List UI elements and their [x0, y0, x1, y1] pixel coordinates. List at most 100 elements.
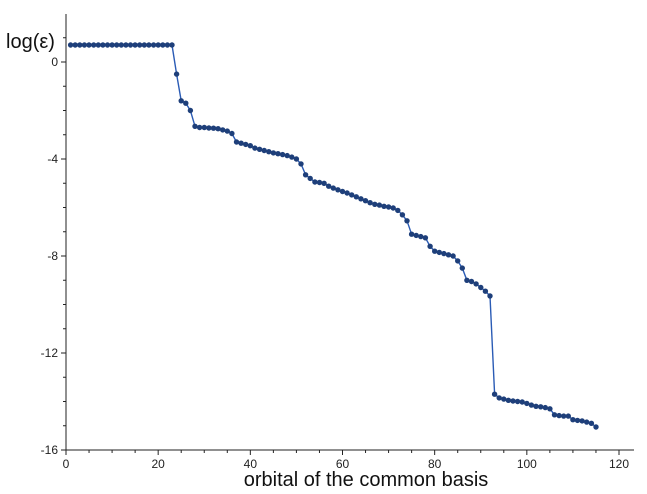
data-point: [261, 147, 267, 154]
data-point: [482, 288, 489, 294]
data-point: [468, 278, 475, 285]
x-ticks: 0 20 40 60 80 100 120: [63, 450, 629, 471]
data-point: [441, 250, 447, 257]
data-point: [293, 156, 300, 162]
data-point: [178, 98, 184, 104]
data-point: [358, 196, 364, 202]
data-point: [533, 403, 539, 409]
data-point: [86, 42, 92, 48]
data-point: [330, 185, 336, 191]
data-point: [81, 42, 88, 48]
data-point: [570, 417, 576, 423]
data-point: [123, 42, 129, 48]
data-point: [496, 395, 502, 401]
data-point: [362, 198, 369, 204]
data-point: [390, 205, 396, 211]
data-point: [243, 141, 249, 148]
y-tick-label: -12: [41, 346, 59, 360]
data-point: [473, 281, 479, 287]
y-tick-label: 0: [51, 55, 58, 69]
data-point: [256, 146, 263, 152]
plot-area: 0 20 40 60 80 100 120 0 -4 -8 -12 -16: [41, 14, 634, 471]
data-point: [279, 151, 286, 158]
x-tick-label: 80: [428, 457, 442, 471]
data-point: [252, 145, 258, 151]
data-point: [505, 397, 512, 403]
data-point: [335, 187, 341, 193]
data-point: [72, 42, 78, 48]
data-point: [312, 179, 318, 185]
x-tick-label: 120: [609, 457, 629, 471]
data-point: [196, 124, 203, 131]
data-point: [584, 419, 590, 425]
x-tick-label: 100: [517, 457, 537, 471]
data-point: [514, 398, 521, 405]
data-point: [210, 125, 217, 131]
x-tick-label: 20: [151, 457, 165, 471]
data-point: [588, 420, 595, 426]
y-axis-title: log(ε): [6, 31, 55, 53]
data-point: [298, 161, 304, 167]
data-point: [220, 127, 226, 133]
data-point: [183, 100, 189, 106]
data-point: [478, 284, 484, 291]
data-point: [418, 233, 424, 240]
data-point: [561, 413, 567, 419]
data-point: [445, 252, 452, 258]
data-point: [436, 249, 442, 256]
data-point: [579, 418, 585, 424]
data-point: [127, 42, 134, 48]
data-point: [455, 258, 461, 264]
data-point: [464, 277, 470, 283]
data-point: [574, 417, 581, 424]
data-point: [173, 71, 180, 77]
data-point: [164, 42, 171, 48]
data-point: [491, 391, 498, 397]
data-point: [422, 235, 429, 241]
y-tick-label: -8: [47, 249, 58, 263]
data-point: [146, 42, 152, 48]
data-point: [381, 203, 387, 209]
data-point: [137, 42, 143, 48]
x-tick-label: 0: [63, 457, 70, 471]
data-point: [372, 201, 378, 207]
data-point: [459, 265, 465, 271]
data-point: [233, 139, 240, 145]
data-point: [67, 42, 74, 48]
data-point: [247, 143, 253, 149]
data-point: [229, 130, 235, 137]
data-point: [565, 413, 571, 419]
data-point: [556, 412, 562, 419]
data-point: [593, 424, 599, 430]
data-point: [413, 232, 419, 239]
data-point: [132, 42, 138, 48]
data-point: [367, 200, 373, 206]
data-point: [109, 42, 115, 48]
series-line: [70, 44, 597, 428]
data-point: [344, 190, 350, 196]
data-point: [95, 42, 102, 48]
data-point: [399, 212, 406, 218]
data-point: [238, 140, 244, 146]
x-tick-label: 40: [244, 457, 258, 471]
data-point: [141, 42, 147, 48]
data-point: [302, 172, 309, 178]
data-point: [160, 42, 166, 48]
data-point: [385, 204, 392, 210]
data-point: [538, 404, 544, 410]
data-point: [316, 179, 323, 186]
data-point: [395, 207, 401, 214]
data-point: [432, 248, 438, 254]
data-point: [150, 42, 157, 48]
data-point: [104, 42, 111, 48]
x-tick-label: 60: [336, 457, 350, 471]
y-tick-label: -16: [41, 443, 59, 457]
data-point: [339, 188, 346, 195]
data-point: [187, 107, 194, 114]
data-point: [307, 175, 313, 182]
data-point: [376, 202, 383, 208]
data-point: [450, 253, 456, 259]
data-point: [284, 152, 290, 159]
data-point: [206, 125, 212, 131]
